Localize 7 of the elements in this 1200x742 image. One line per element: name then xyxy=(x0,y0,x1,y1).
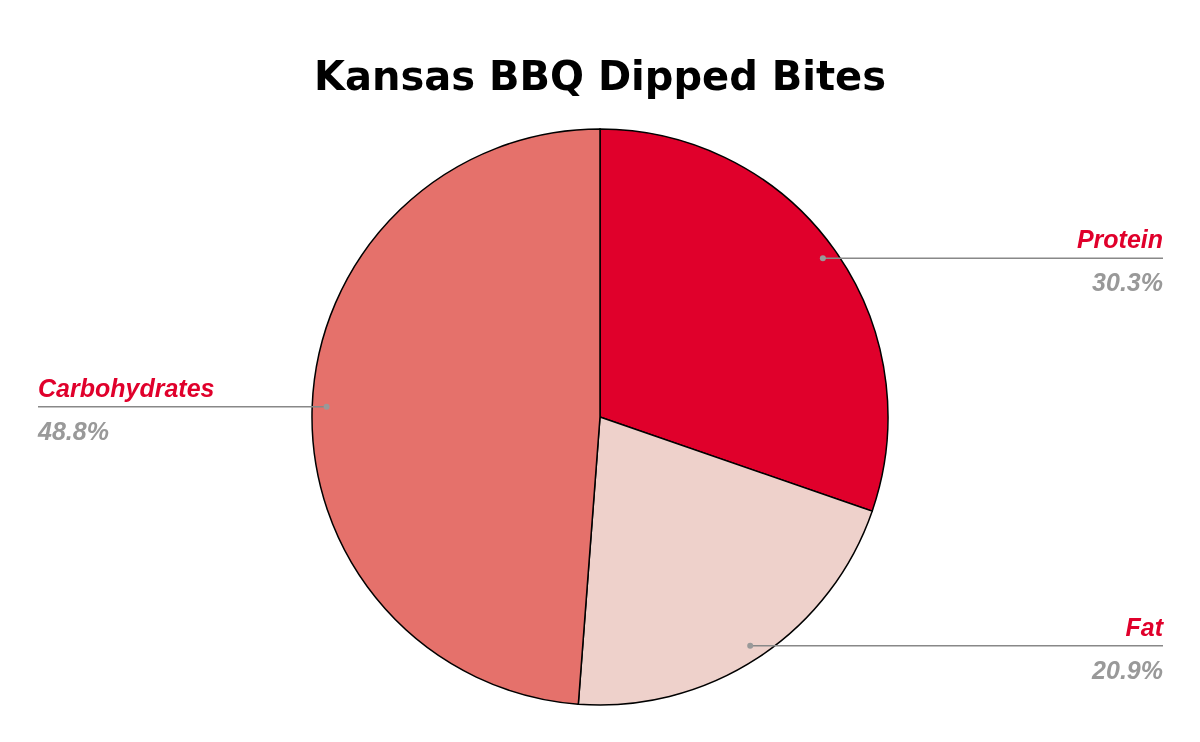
slice-label: Protein xyxy=(1076,225,1163,254)
data-label: 20.9% xyxy=(1091,655,1163,684)
data-label: 48.8% xyxy=(37,416,109,445)
slice-label: Carbohydrates xyxy=(38,373,215,402)
chart-title: Kansas BBQ Dipped Bites xyxy=(313,53,887,99)
slice-label: Fat xyxy=(1125,612,1165,641)
data-label: 30.3% xyxy=(1092,268,1163,297)
